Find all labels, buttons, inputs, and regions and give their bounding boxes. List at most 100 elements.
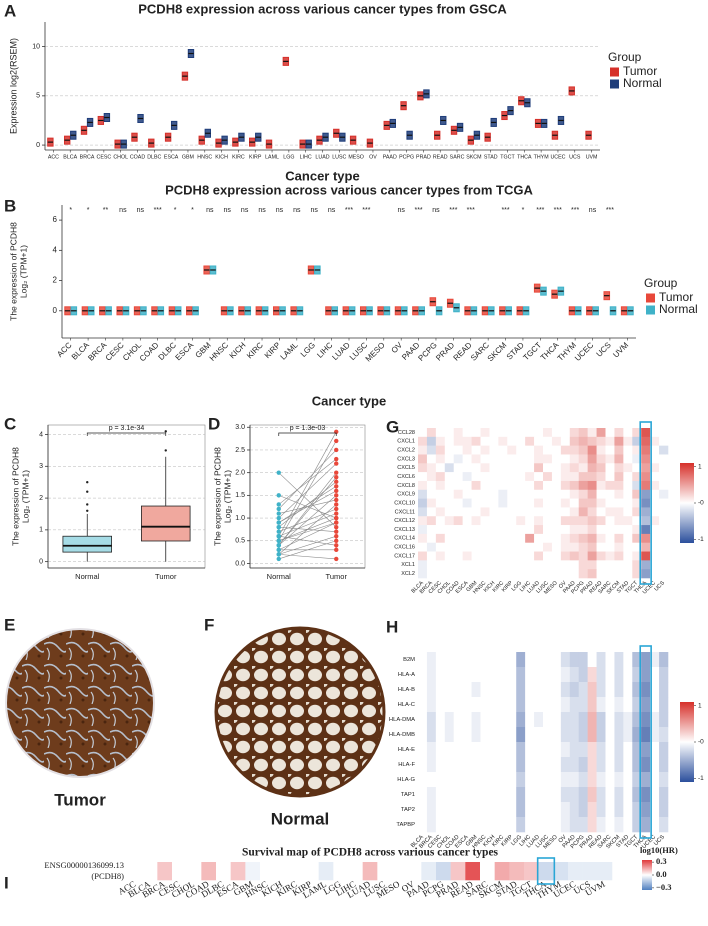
- heatmap-cell: [534, 525, 544, 535]
- heatmap-cell: [587, 436, 597, 446]
- row-label: CXCL13: [394, 527, 415, 533]
- heatmap-cell: [480, 525, 490, 535]
- heatmap-cell: [569, 652, 580, 668]
- heatmap-cell: [632, 533, 642, 544]
- heatmap-cell: [614, 727, 624, 743]
- heatmap-cell: [534, 682, 544, 698]
- heatmap-cell: [560, 480, 571, 491]
- x-tick-label: LGG: [299, 341, 317, 359]
- heatmap-cell: [569, 533, 580, 544]
- heatmap-cell: [623, 507, 633, 517]
- pair-line: [278, 440, 337, 541]
- heatmap-cell: [453, 817, 463, 833]
- heatmap-cell: [551, 652, 562, 668]
- pair-line: [278, 486, 337, 523]
- heatmap-cell: [426, 742, 437, 758]
- heatmap-cell: [453, 489, 463, 499]
- heatmap-cell: [516, 727, 526, 743]
- heatmap-cell: [489, 652, 499, 668]
- heatmap-cell: [444, 802, 455, 818]
- heatmap-cell: [578, 428, 588, 438]
- heatmap-cell: [641, 742, 651, 758]
- heatmap-cell: [659, 727, 669, 743]
- row-label: CXCL3: [397, 456, 415, 462]
- heatmap-cell: [560, 787, 571, 803]
- heatmap-cell: [623, 525, 633, 535]
- heatmap-cell: [418, 787, 428, 803]
- heatmap-cell: [444, 772, 455, 788]
- heatmap-cell: [605, 489, 615, 499]
- heatmap-cell: [507, 498, 517, 508]
- heatmap-cell: [596, 516, 606, 526]
- heatmap-cell: [641, 516, 651, 526]
- heatmap-cell: [516, 516, 526, 526]
- heatmap-cell: [435, 772, 446, 788]
- heatmap-cell: [418, 569, 428, 579]
- heatmap-cell: [605, 712, 615, 728]
- heatmap-cell: [392, 862, 407, 881]
- x-tick-label: LUAD: [330, 340, 352, 362]
- heatmap-cell: [230, 862, 246, 881]
- heatmap-cell: [605, 472, 615, 482]
- row-label: CXCL1: [397, 439, 415, 445]
- heatmap-cell: [462, 569, 472, 579]
- heatmap-cell: [560, 516, 571, 526]
- heatmap-cell: [480, 727, 490, 743]
- heatmap-cell: [632, 498, 642, 508]
- heatmap-cell: [418, 533, 428, 544]
- heatmap-cell: [525, 560, 535, 570]
- x-tick-label: UCS: [569, 154, 581, 160]
- x-tick-label: UCS: [595, 341, 613, 359]
- heatmap-cell: [614, 498, 624, 508]
- x-tick-label: ESCA: [164, 154, 179, 160]
- row-label: TAP1: [401, 792, 415, 798]
- heatmap-cell: [623, 712, 633, 728]
- heatmap-cell: [587, 542, 597, 552]
- heatmap-cell: [650, 428, 660, 438]
- x-tick-label: Tumor: [326, 572, 348, 581]
- heatmap-cell: [318, 862, 334, 881]
- point: [334, 502, 339, 507]
- heatmap-cell: [462, 727, 472, 743]
- heatmap-cell: [489, 682, 499, 698]
- heatmap-cell: [543, 472, 553, 482]
- heatmap-cell: [435, 802, 446, 818]
- heatmap-cell: [426, 787, 437, 803]
- x-tick-label: LAML: [279, 340, 301, 362]
- heatmap-cell: [578, 472, 588, 482]
- highlight-box: [639, 645, 652, 839]
- heatmap-cell: [632, 652, 642, 668]
- x-tick-label: CESC: [97, 154, 112, 160]
- heatmap-cell: [605, 727, 615, 743]
- heatmap-cell: [507, 489, 517, 499]
- chart-title: PCDH8 expression across various cancer t…: [138, 1, 507, 16]
- heatmap-cell: [578, 542, 588, 552]
- heatmap-cell: [623, 542, 633, 552]
- heatmap-cell: [578, 551, 588, 561]
- heatmap-cell: [587, 507, 597, 517]
- y-tick-label: 0: [39, 558, 43, 565]
- heatmap-cell: [534, 802, 544, 818]
- heatmap-cell: [605, 652, 615, 668]
- significance-label: ns: [241, 207, 249, 214]
- y-tick-label: 2: [53, 276, 58, 285]
- legend-title: Group: [644, 276, 678, 290]
- row-label: TAP2: [401, 807, 415, 813]
- heatmap-cell: [605, 428, 615, 438]
- significance-label: **: [103, 207, 109, 214]
- heatmap-cell: [462, 551, 472, 561]
- heatmap-cell: [560, 712, 571, 728]
- heatmap-cell: [650, 742, 660, 758]
- outlier: [164, 430, 167, 433]
- row-label: CXCL14: [394, 536, 415, 542]
- x-tick-label: DLBC: [157, 340, 179, 362]
- significance-label: ns: [276, 207, 284, 214]
- tissue-core: [214, 626, 386, 798]
- heatmap-cell: [507, 727, 517, 743]
- x-tick-label: PCPG: [399, 154, 414, 160]
- heatmap-cell: [632, 712, 642, 728]
- heatmap-cell: [623, 463, 633, 473]
- row-label: CXCL8: [397, 483, 415, 489]
- heatmap-cell: [507, 560, 517, 570]
- heatmap-cell: [587, 787, 597, 803]
